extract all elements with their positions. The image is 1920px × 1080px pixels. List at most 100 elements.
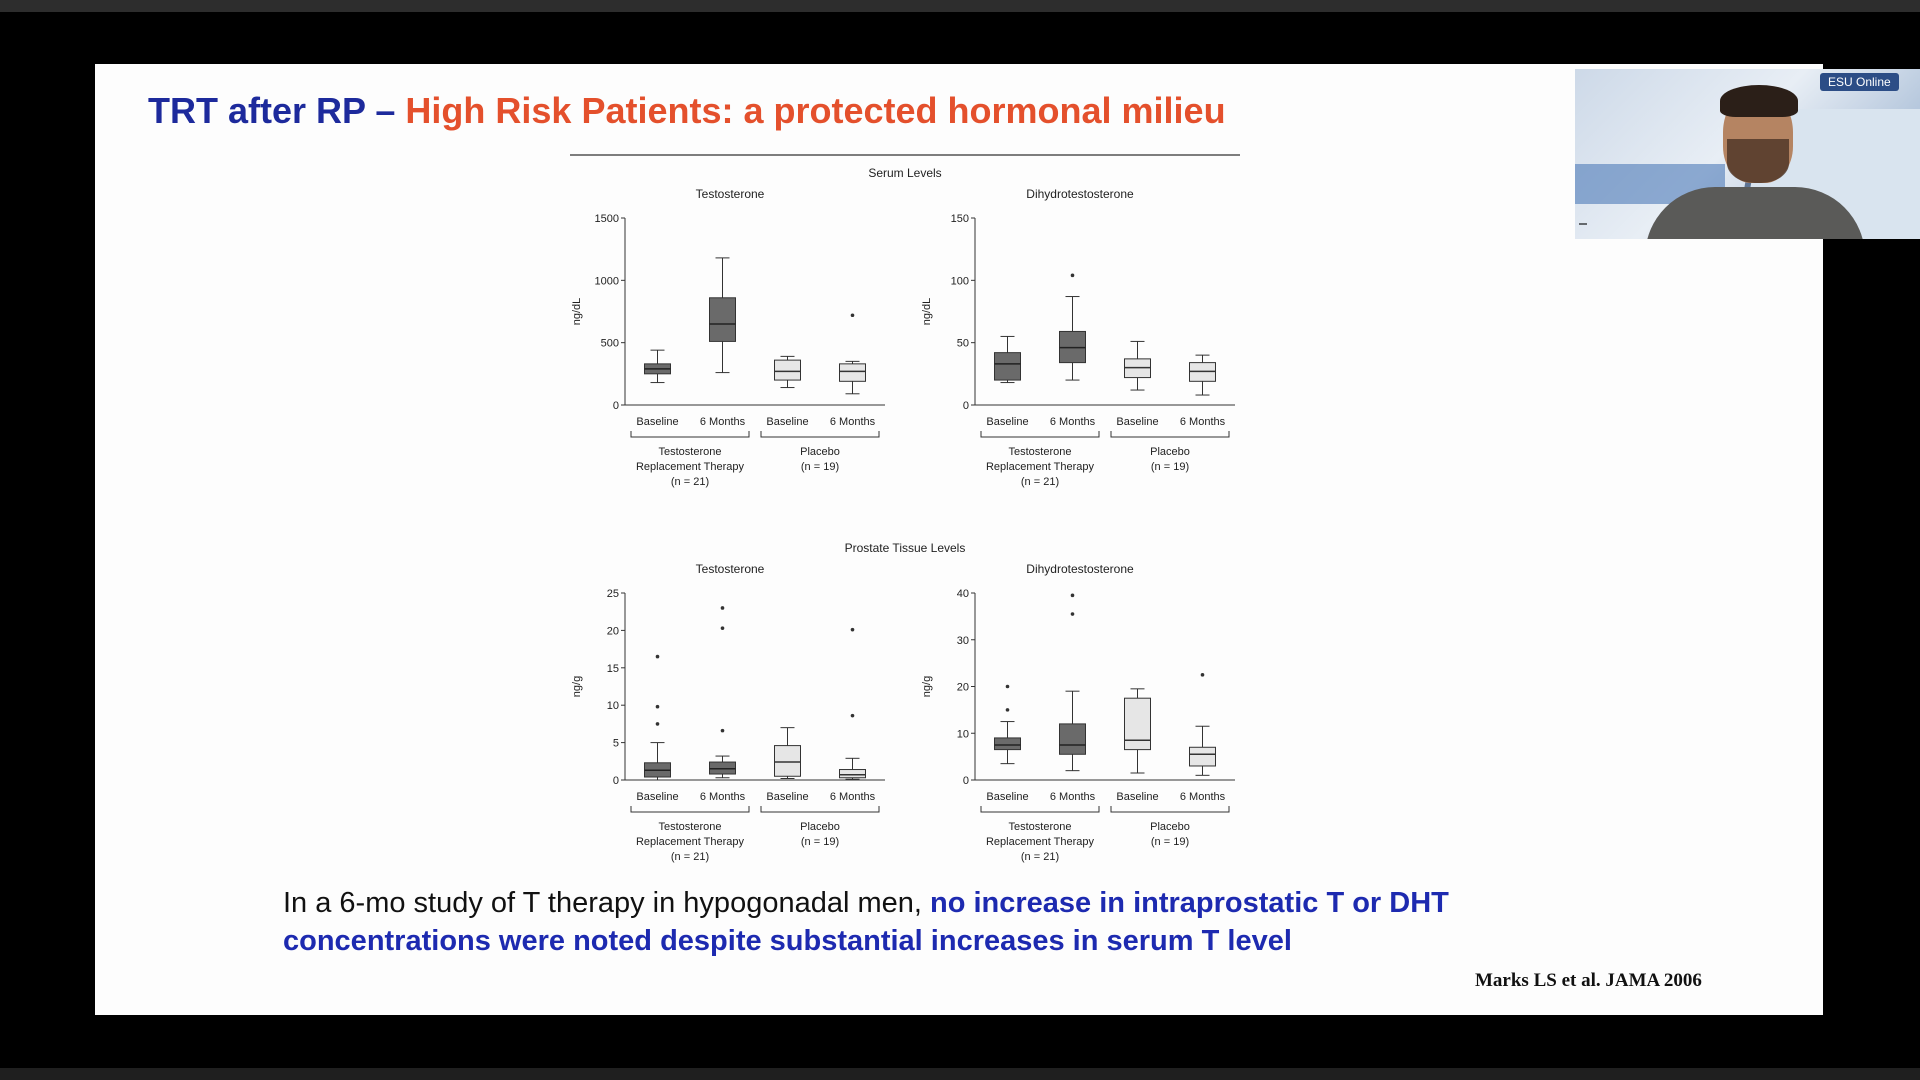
participant-name-tag (1579, 223, 1587, 225)
slide-title: TRT after RP – High Risk Patients: a pro… (148, 90, 1226, 132)
caption-highlight: no increase in intraprostatic T or DHT c… (283, 887, 1449, 957)
box-iqr (994, 737, 1021, 751)
group-label: Placebo (1150, 446, 1190, 458)
esu-online-badge: ESU Online (1820, 73, 1899, 91)
group-n: (n = 21) (671, 476, 709, 488)
x-tick-label: 6 Months (830, 416, 876, 428)
y-tick-label: 500 (601, 338, 619, 350)
y-axis-label: ng/g (571, 676, 583, 697)
group-label: Placebo (800, 821, 840, 833)
group-bracket (980, 431, 1100, 438)
group-n: (n = 21) (671, 851, 709, 863)
y-tick-label: 0 (963, 775, 969, 787)
x-tick-label: Baseline (636, 791, 678, 803)
group-bracket (1110, 806, 1230, 813)
x-tick-label: Baseline (1116, 416, 1158, 428)
window-bottom-bar (0, 1068, 1920, 1080)
x-tick-label: Baseline (766, 416, 808, 428)
title-part-1: TRT after RP – (148, 90, 396, 131)
presenter-body (1645, 187, 1865, 239)
group-n: (n = 19) (1151, 836, 1189, 848)
box-outlier (720, 626, 725, 630)
x-tick-label: 6 Months (700, 791, 746, 803)
y-tick-label: 10 (957, 728, 969, 740)
title-part-2: High Risk Patients: a protected hormonal… (405, 90, 1226, 131)
panel-title: Dihydrotestosterone (1026, 562, 1134, 576)
y-tick-label: 0 (613, 400, 619, 412)
y-tick-label: 15 (607, 663, 619, 675)
y-axis-label: ng/g (921, 676, 933, 697)
box-outlier (1070, 593, 1075, 598)
group-label: Testosterone Replacement Therapy (986, 821, 1095, 848)
box-iqr (774, 359, 801, 381)
x-tick-label: 6 Months (1050, 791, 1096, 803)
group-bracket (1110, 431, 1230, 438)
box-outlier (1070, 612, 1075, 616)
y-axis-label: ng/dL (921, 298, 933, 326)
group-bracket (760, 806, 880, 813)
section-title: Prostate Tissue Levels (845, 541, 966, 555)
y-tick-label: 50 (957, 338, 969, 350)
group-label: Placebo (1150, 821, 1190, 833)
y-tick-label: 5 (613, 738, 619, 750)
box-outlier (1070, 273, 1075, 278)
presenter-beard (1727, 139, 1789, 183)
box-outlier (1005, 684, 1010, 689)
box-iqr (709, 297, 736, 342)
box-outlier (1005, 708, 1010, 712)
box-iqr (839, 769, 866, 779)
group-n: (n = 21) (1021, 851, 1059, 863)
y-tick-label: 10 (607, 700, 619, 712)
y-tick-label: 1000 (595, 275, 619, 287)
box-iqr (994, 352, 1021, 381)
box-iqr (839, 363, 866, 382)
group-n: (n = 19) (801, 461, 839, 473)
x-tick-label: Baseline (986, 791, 1028, 803)
box-iqr (1189, 746, 1216, 767)
box-outlier (850, 713, 855, 718)
group-label: Testosterone Replacement Therapy (636, 446, 745, 473)
group-label: Testosterone Replacement Therapy (636, 821, 745, 848)
group-bracket (980, 806, 1100, 813)
box-outlier (655, 654, 660, 659)
x-tick-label: Baseline (636, 416, 678, 428)
x-tick-label: Baseline (986, 416, 1028, 428)
box-outlier (850, 313, 855, 318)
y-tick-label: 1500 (595, 213, 619, 225)
x-tick-label: 6 Months (830, 791, 876, 803)
group-n: (n = 19) (1151, 461, 1189, 473)
x-tick-label: 6 Months (1180, 791, 1226, 803)
window-top-bar (0, 0, 1920, 12)
box-outlier (1200, 673, 1205, 677)
group-bracket (760, 431, 880, 438)
group-bracket (630, 431, 750, 438)
box-outlier (850, 627, 855, 632)
group-label: Testosterone Replacement Therapy (986, 446, 1095, 473)
box-iqr (1059, 723, 1086, 755)
y-tick-label: 100 (951, 275, 969, 287)
panel-title: Testosterone (696, 562, 765, 576)
box-outlier (720, 606, 725, 610)
webcam-video-feed[interactable]: ESU Online (1575, 69, 1920, 239)
box-outlier (655, 704, 660, 709)
section-title: Serum Levels (868, 166, 941, 180)
citation: Marks LS et al. JAMA 2006 (1475, 970, 1702, 991)
box-iqr (774, 745, 801, 777)
y-tick-label: 150 (951, 213, 969, 225)
box-outlier (655, 722, 660, 726)
y-tick-label: 0 (613, 775, 619, 787)
box-outlier (720, 728, 725, 733)
panel-title: Dihydrotestosterone (1026, 187, 1134, 201)
slide-caption: In a 6-mo study of T therapy in hypogona… (283, 884, 1633, 960)
x-tick-label: 6 Months (1180, 416, 1226, 428)
x-tick-label: 6 Months (1050, 416, 1096, 428)
presenter-hair (1720, 85, 1798, 117)
presentation-slide: TRT after RP – High Risk Patients: a pro… (95, 64, 1823, 1015)
y-tick-label: 20 (607, 625, 619, 637)
panel-title: Testosterone (696, 187, 765, 201)
box-iqr (1124, 697, 1151, 751)
y-tick-label: 0 (963, 400, 969, 412)
group-n: (n = 19) (801, 836, 839, 848)
group-label: Placebo (800, 446, 840, 458)
group-n: (n = 21) (1021, 476, 1059, 488)
